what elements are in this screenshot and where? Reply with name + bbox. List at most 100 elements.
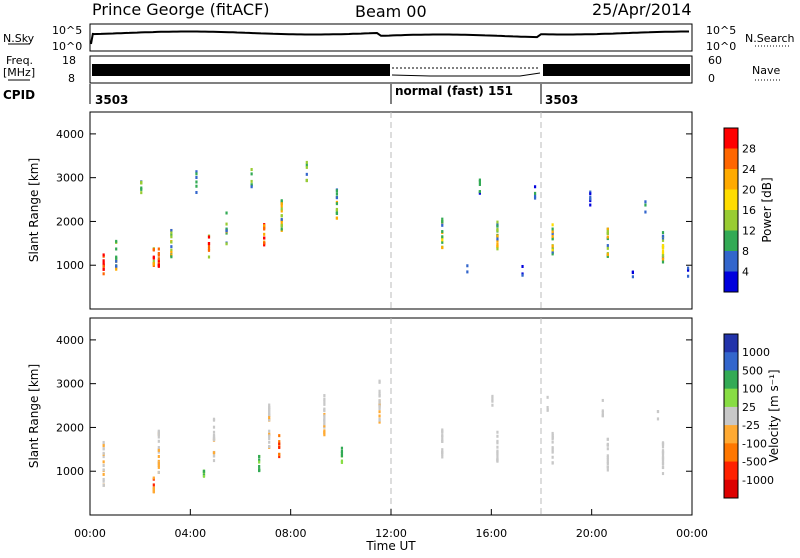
power-cell xyxy=(335,208,339,212)
velocity-cell xyxy=(496,439,499,443)
velocity-cell xyxy=(661,472,665,476)
velocity-cell xyxy=(378,414,381,418)
velocity-cell xyxy=(378,420,381,424)
y-tick-label: 4000 xyxy=(56,128,84,141)
power-cell xyxy=(170,255,173,259)
velocity-cell xyxy=(496,454,499,458)
velocity-cell xyxy=(268,432,271,436)
y-tick-label: 3000 xyxy=(56,378,84,391)
velocity-cell xyxy=(278,452,281,456)
freq-tick-top: 18 xyxy=(62,54,76,67)
power-cell xyxy=(102,261,105,265)
power-cell xyxy=(478,190,481,194)
noise-trace xyxy=(90,30,689,45)
power-cell xyxy=(551,234,554,238)
power-cell xyxy=(225,222,228,226)
x-tick-label: 12:00 xyxy=(375,527,407,540)
power-cell xyxy=(250,183,253,187)
velocity-cell xyxy=(157,470,160,474)
velocity-cell xyxy=(212,454,216,458)
x-tick-label: 00:00 xyxy=(676,527,708,540)
colorbar-tick-label: 25 xyxy=(742,401,756,414)
power-cell xyxy=(551,223,554,227)
power-cell xyxy=(102,259,105,263)
velocity-cell xyxy=(268,410,271,414)
velocity-cell xyxy=(496,434,499,438)
power-cell xyxy=(195,190,198,194)
velocity-cell xyxy=(268,413,271,417)
power-cell xyxy=(478,182,481,186)
power-cell xyxy=(195,180,198,184)
velocity-cell xyxy=(268,405,271,409)
power-cell xyxy=(589,190,592,194)
colorbar-tick-label: 12 xyxy=(742,225,756,238)
velocity-cell xyxy=(551,449,554,453)
power-cell xyxy=(661,231,665,235)
velocity-cell xyxy=(661,449,665,453)
freq-band-left xyxy=(92,64,390,76)
power-cell xyxy=(152,262,155,266)
power-cell xyxy=(441,235,444,239)
velocity-cell xyxy=(601,398,604,402)
power-cell xyxy=(496,247,499,251)
velocity-cell xyxy=(323,433,326,437)
power-cell xyxy=(496,220,499,224)
velocity-cell xyxy=(258,468,261,472)
power-cell xyxy=(280,224,283,228)
velocity-cell xyxy=(102,477,105,481)
power-cell xyxy=(157,264,160,268)
velocity-cell xyxy=(323,408,326,412)
power-cell xyxy=(589,197,592,201)
power-cell xyxy=(661,260,665,264)
velocity-cell xyxy=(157,448,160,452)
power-cell xyxy=(644,210,647,214)
velocity-cell xyxy=(157,446,160,450)
power-cell xyxy=(115,267,118,271)
velocity-cell xyxy=(323,430,326,434)
velocity-colorbar: 1000 500 100 25 -25 -100 -500 -1000 xyxy=(723,333,774,499)
colorbar-tick-label: -100 xyxy=(742,437,767,450)
power-cell xyxy=(661,249,665,253)
power-cell xyxy=(551,230,554,234)
colorbar-swatch xyxy=(724,370,738,390)
power-cell xyxy=(207,247,211,251)
velocity-cell xyxy=(441,428,444,432)
power-cell xyxy=(250,185,253,189)
velocity-cell xyxy=(661,466,665,470)
colorbar-swatch xyxy=(724,461,738,481)
power-cell xyxy=(661,254,665,258)
power-cell xyxy=(157,251,160,255)
velocity-cell xyxy=(102,447,105,451)
y-tick-label: 2000 xyxy=(56,421,84,434)
power-cell xyxy=(661,251,665,255)
velocity-cell xyxy=(258,464,261,468)
freq-tick-bottom: 8 xyxy=(68,72,75,85)
velocity-cell xyxy=(212,418,216,422)
power-cell xyxy=(606,237,609,241)
power-cell xyxy=(496,224,499,228)
velocity-cell xyxy=(661,459,665,463)
velocity-cell xyxy=(441,450,444,454)
velocity-cell xyxy=(212,438,216,442)
power-cell xyxy=(115,259,118,263)
power-cell xyxy=(207,242,211,246)
velocity-cell xyxy=(152,490,155,494)
velocity-cell xyxy=(661,455,665,459)
power-cell xyxy=(305,178,308,182)
power-cell xyxy=(496,222,499,226)
power-cell xyxy=(335,192,339,196)
noise-left-tick-bottom: 10^0 xyxy=(52,40,82,53)
velocity-cell xyxy=(212,430,216,434)
velocity-heatmap xyxy=(102,379,665,494)
power-cell xyxy=(225,229,228,233)
power-cell xyxy=(551,250,554,254)
colorbar-swatch xyxy=(724,334,738,353)
velocity-cell xyxy=(278,446,281,450)
power-cell xyxy=(152,247,155,251)
time-x-axis: 00:00 04:00 08:00 12:00 16:00 20:00 00:00 xyxy=(74,509,708,540)
velocity-cell xyxy=(491,403,494,407)
power-cell xyxy=(589,199,592,203)
colorbar-tick-label: -1000 xyxy=(742,474,774,487)
velocity-cell xyxy=(606,465,609,469)
velocity-cell xyxy=(157,429,160,433)
